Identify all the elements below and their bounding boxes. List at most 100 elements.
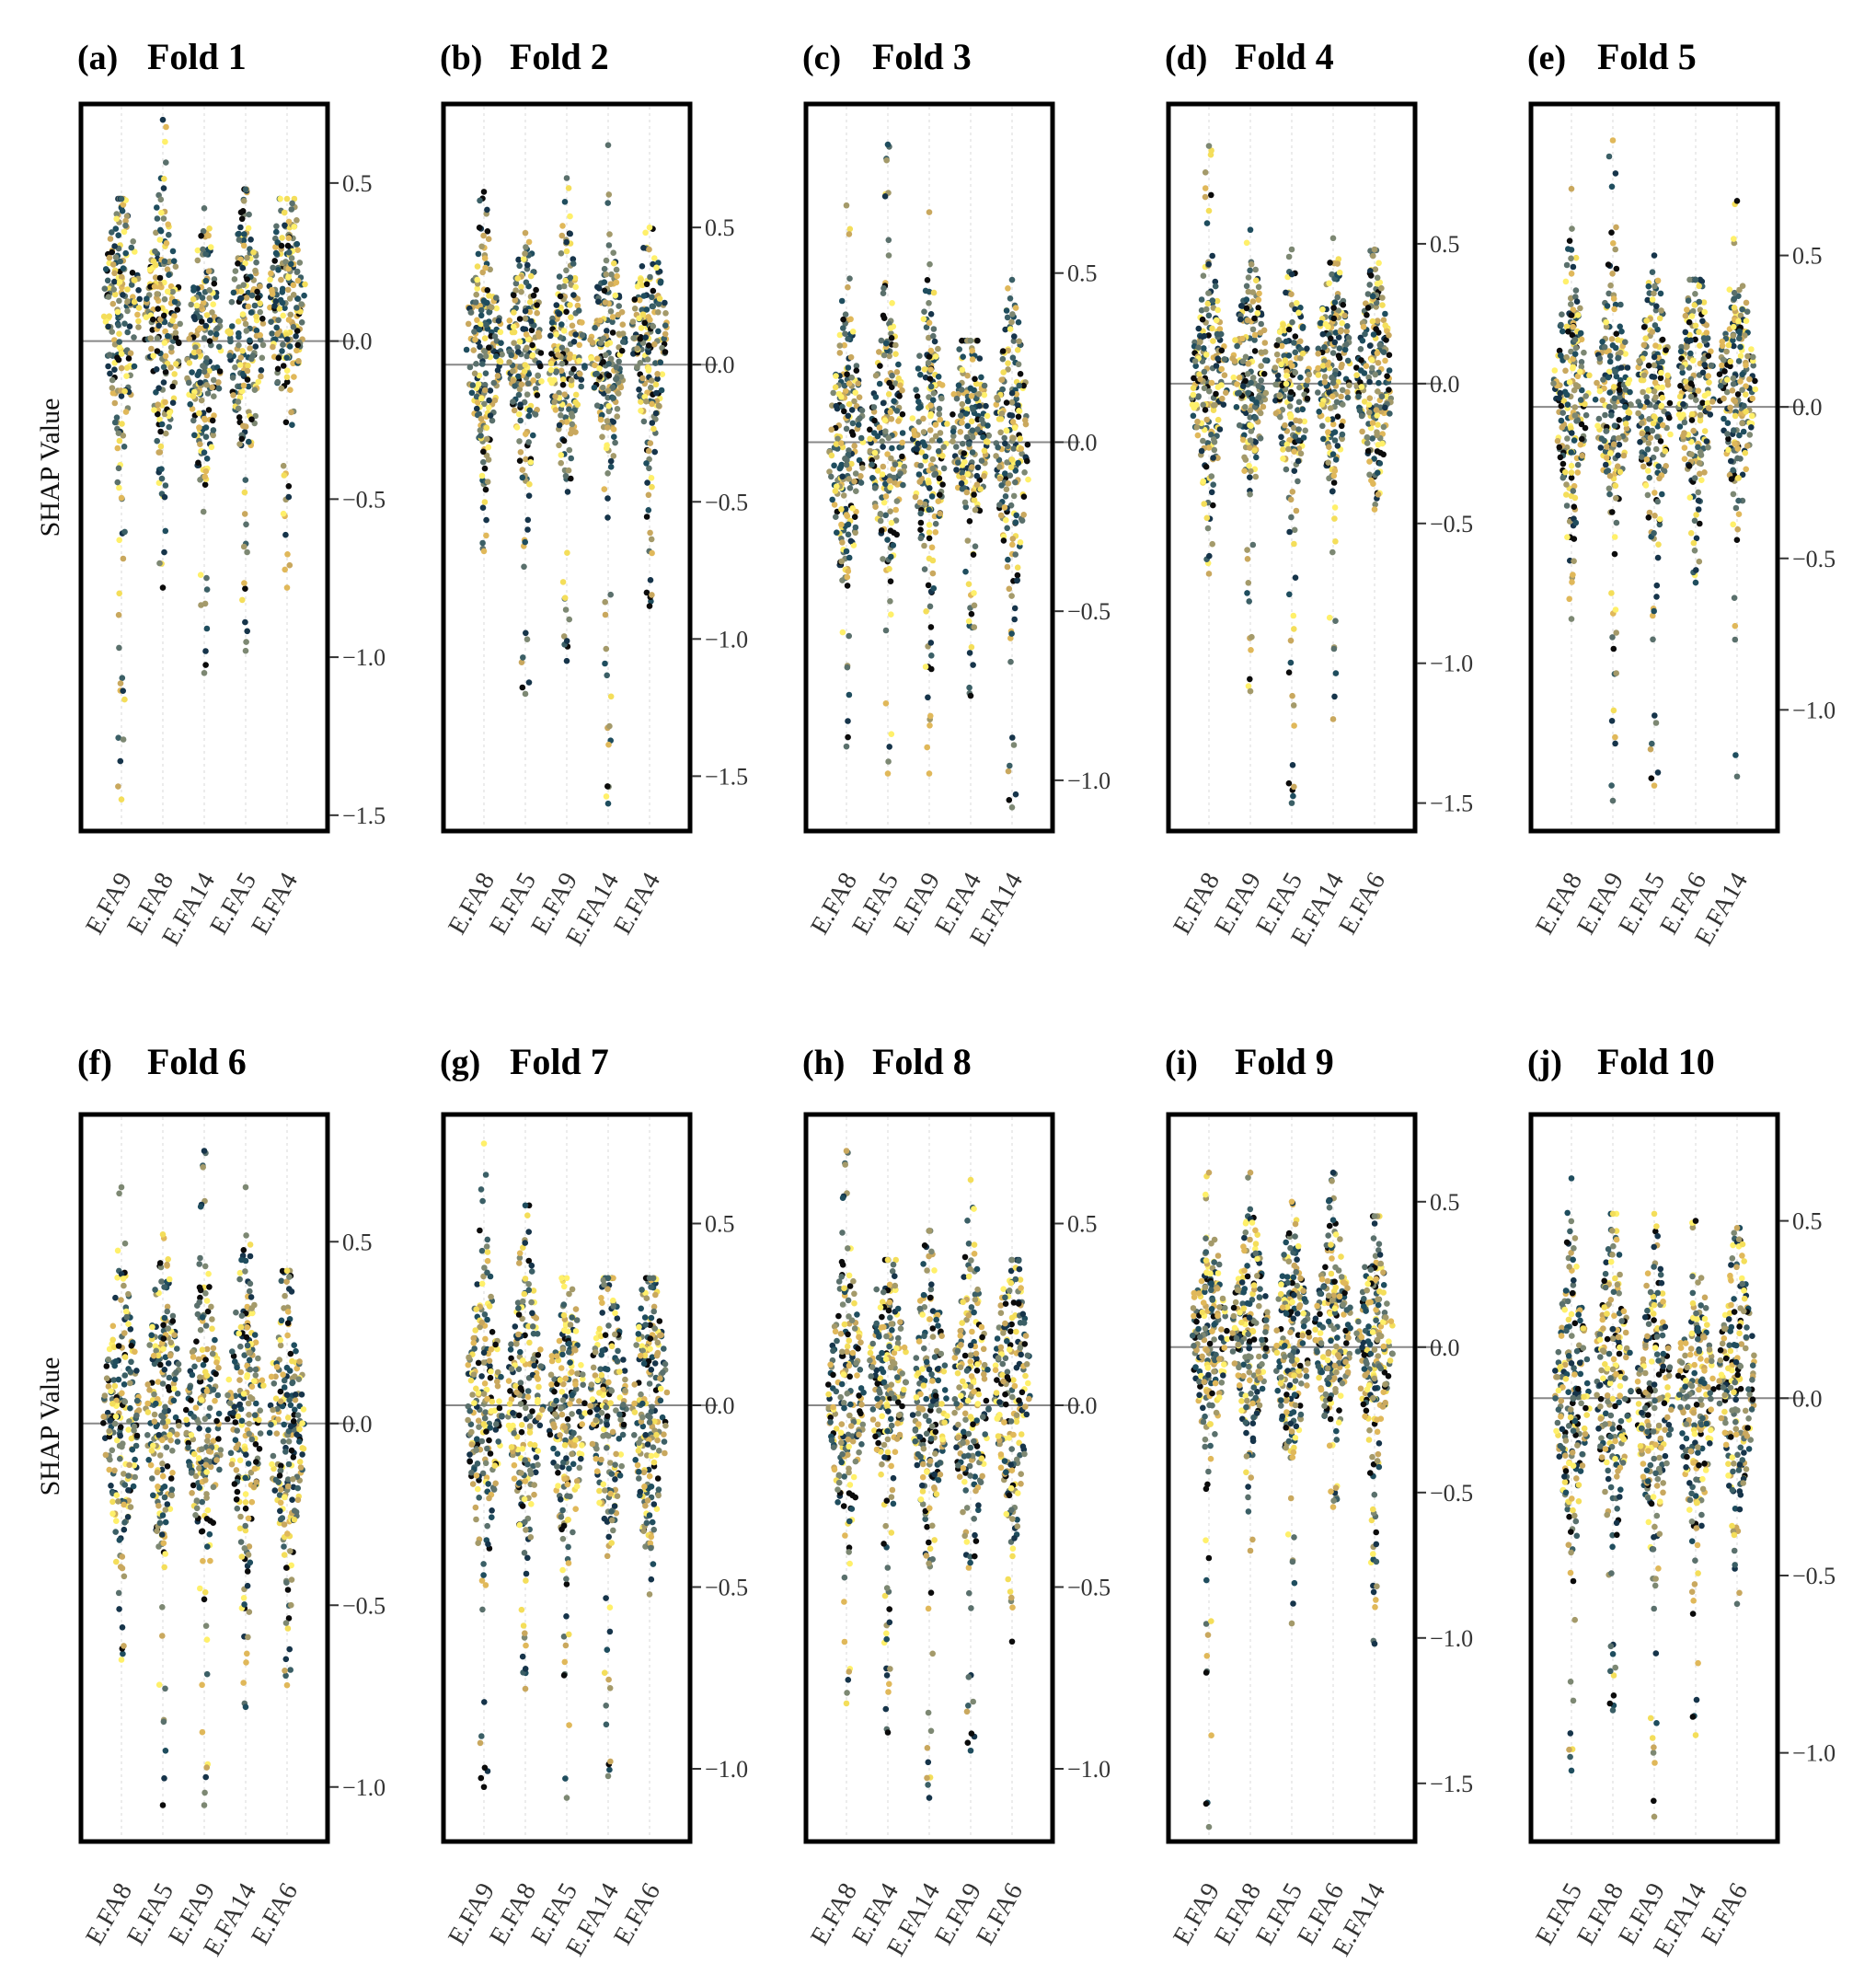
- shap-point: [547, 366, 555, 374]
- shap-point: [477, 352, 484, 360]
- shap-point: [537, 363, 544, 370]
- shap-point: [229, 323, 236, 329]
- shap-point: [291, 224, 298, 230]
- shap-point: [253, 259, 259, 266]
- shap-point: [1682, 329, 1689, 336]
- shap-point: [963, 433, 971, 441]
- shap-point: [167, 258, 173, 265]
- shap-point: [480, 189, 488, 195]
- shap-point: [602, 660, 608, 667]
- shap-point: [880, 315, 888, 322]
- shap-point: [1592, 396, 1599, 403]
- shap-point: [282, 222, 288, 229]
- shap-point: [1613, 629, 1619, 636]
- shap-point: [111, 243, 118, 249]
- shap-point: [882, 428, 889, 435]
- shap-point: [849, 329, 857, 335]
- shap-point: [530, 292, 537, 299]
- shap-point: [567, 302, 573, 308]
- shap-point: [648, 384, 654, 391]
- shap-point: [1599, 339, 1606, 345]
- shap-point: [1663, 347, 1669, 353]
- shap-point: [643, 281, 650, 288]
- shap-point: [1007, 658, 1014, 665]
- shap-point: [1248, 428, 1255, 434]
- shap-point: [1247, 687, 1254, 695]
- shap-point: [1681, 419, 1688, 426]
- shap-point: [662, 310, 669, 317]
- shap-point: [842, 456, 848, 462]
- shap-point: [112, 254, 120, 260]
- shap-point: [966, 650, 973, 656]
- shap-point: [172, 263, 179, 271]
- shap-point: [1009, 536, 1017, 542]
- shap-point: [1011, 424, 1019, 432]
- shap-point: [997, 512, 1005, 519]
- shap-point: [1563, 481, 1570, 488]
- shap-point: [1021, 469, 1028, 476]
- shap-point: [196, 348, 202, 355]
- shap-point: [1201, 332, 1208, 340]
- shap-point: [286, 343, 293, 350]
- shap-point: [614, 413, 620, 420]
- shap-point: [1297, 338, 1304, 345]
- shap-point: [838, 394, 845, 400]
- shap-point: [1358, 384, 1365, 390]
- shap-point: [210, 427, 217, 433]
- shap-point: [1018, 445, 1025, 452]
- shap-point: [107, 236, 114, 242]
- shap-point: [235, 260, 241, 267]
- shap-point: [645, 447, 652, 455]
- shap-point: [1195, 393, 1202, 399]
- shap-point: [1364, 440, 1371, 446]
- shap-point: [1339, 431, 1346, 438]
- shap-point: [895, 361, 902, 368]
- shap-point: [534, 309, 540, 317]
- shap-point: [259, 320, 267, 327]
- shap-point: [258, 373, 264, 380]
- shap-point: [1732, 504, 1740, 512]
- shap-point: [1639, 420, 1645, 427]
- shap-point: [1636, 357, 1642, 364]
- shap-point: [882, 340, 890, 347]
- shap-point: [915, 471, 923, 478]
- shap-point: [604, 418, 611, 424]
- shap-point: [888, 455, 894, 462]
- shap-point: [158, 475, 166, 482]
- shap-point: [1586, 372, 1593, 379]
- shap-point: [175, 339, 182, 346]
- shap-point: [560, 328, 568, 334]
- shap-point: [1283, 338, 1290, 345]
- shap-point: [1212, 283, 1219, 290]
- shap-point: [269, 330, 275, 337]
- shap-point: [1652, 322, 1659, 329]
- shap-point: [996, 416, 1003, 422]
- shap-point: [1608, 718, 1616, 724]
- shap-point: [563, 175, 570, 181]
- shap-point: [244, 376, 251, 383]
- shap-point: [1198, 447, 1205, 455]
- shap-point: [567, 230, 573, 237]
- shap-point: [859, 465, 866, 471]
- shap-point: [1375, 469, 1381, 476]
- shap-point: [1234, 342, 1240, 350]
- panel-title: Fold 3: [872, 36, 972, 77]
- shap-point: [1625, 409, 1631, 416]
- shap-point: [1004, 525, 1010, 532]
- shap-point: [597, 318, 604, 324]
- shap-point: [570, 365, 577, 373]
- shap-point: [521, 563, 527, 571]
- shap-point: [522, 307, 529, 315]
- shap-point: [1654, 554, 1662, 561]
- shap-point: [1603, 318, 1609, 326]
- panel-letter: (b): [440, 39, 482, 77]
- shap-point: [1703, 438, 1710, 445]
- shap-point: [284, 286, 292, 294]
- shap-point: [1005, 768, 1012, 775]
- shap-point: [961, 450, 968, 456]
- shap-point: [929, 465, 937, 472]
- shap-point: [1611, 550, 1618, 558]
- shap-point: [1568, 616, 1575, 622]
- shap-point: [1008, 318, 1015, 326]
- shap-point: [236, 333, 242, 341]
